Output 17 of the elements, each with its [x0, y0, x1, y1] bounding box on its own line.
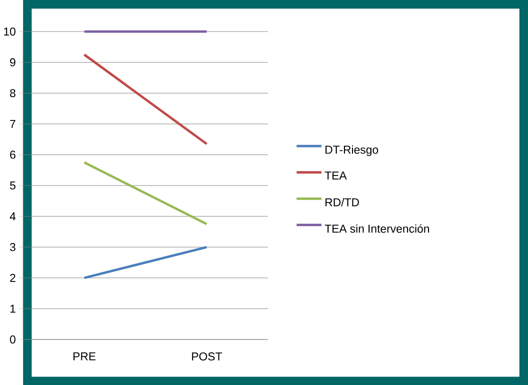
y-tick-label: 4 — [10, 212, 16, 220]
y-tick-label: 7 — [10, 120, 16, 128]
y-tick-label: 3 — [10, 242, 16, 251]
legend-label: RD/TD — [326, 198, 359, 206]
y-tick-label: 9 — [10, 58, 16, 66]
x-tick-label: PRE — [73, 352, 96, 360]
y-tick-label: 0 — [10, 335, 16, 344]
y-tick-label: 10 — [4, 27, 16, 36]
x-tick-label: POST — [192, 352, 222, 360]
y-tick-label: 2 — [10, 274, 16, 282]
legend-label: TEA sin Intervención — [324, 224, 430, 233]
legend-label: DT-Riesgo — [326, 145, 378, 156]
y-tick-label: 8 — [10, 88, 16, 97]
y-tick-label: 5 — [10, 181, 16, 190]
y-tick-label: 1 — [10, 304, 16, 312]
legend-label: TEA — [324, 171, 347, 180]
y-tick-label: 6 — [10, 150, 16, 159]
